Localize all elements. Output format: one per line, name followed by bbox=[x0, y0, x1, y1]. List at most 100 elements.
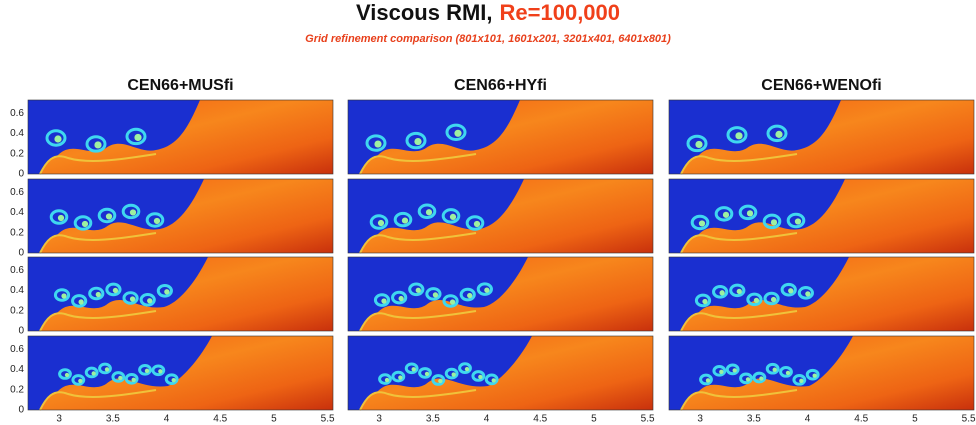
y-tick-label: 0.6 bbox=[10, 187, 24, 198]
vortex-core bbox=[78, 379, 82, 383]
x-tick-label: 3.5 bbox=[747, 414, 761, 425]
y-tick-label: 0.2 bbox=[10, 305, 24, 316]
y-tick-label: 0.6 bbox=[10, 265, 24, 276]
panel bbox=[669, 257, 974, 331]
vortex-core bbox=[450, 299, 455, 304]
vortex-core bbox=[385, 378, 389, 382]
vortex-core bbox=[438, 379, 442, 383]
x-tick-label: 4.5 bbox=[213, 414, 227, 425]
vortex-core bbox=[92, 371, 96, 375]
vortex-core bbox=[788, 288, 793, 293]
vortex-core bbox=[58, 215, 64, 221]
vortex-core bbox=[735, 132, 742, 139]
x-tick-label: 5 bbox=[271, 414, 277, 425]
panel bbox=[28, 100, 333, 174]
y-tick-label: 0.2 bbox=[10, 384, 24, 395]
vortex-core bbox=[402, 217, 408, 223]
vortex-core bbox=[465, 367, 469, 371]
vortex-core bbox=[145, 369, 149, 373]
x-tick-label: 4 bbox=[805, 414, 811, 425]
vortex-core bbox=[398, 375, 402, 379]
vortex-core bbox=[484, 287, 489, 292]
vortex-core bbox=[695, 141, 702, 148]
panel bbox=[28, 257, 333, 331]
vortex-core bbox=[378, 220, 384, 226]
vortex-core bbox=[414, 138, 421, 145]
vortex-core bbox=[737, 289, 742, 294]
panel bbox=[669, 179, 974, 253]
vortex-core bbox=[720, 290, 725, 295]
vortex-core bbox=[699, 220, 705, 226]
y-tick-label: 0.4 bbox=[10, 128, 24, 139]
vortex-core bbox=[813, 373, 817, 377]
panel bbox=[28, 179, 333, 253]
x-tick-label: 5.5 bbox=[321, 414, 335, 425]
x-tick-label: 3.5 bbox=[106, 414, 120, 425]
vortex-core bbox=[158, 369, 162, 373]
x-tick-label: 5.5 bbox=[962, 414, 976, 425]
title-highlight: Re=100,000 bbox=[500, 0, 621, 25]
vortex-core bbox=[754, 298, 759, 303]
vortex-core bbox=[771, 297, 776, 302]
vortex-core bbox=[118, 376, 122, 380]
vortex-core bbox=[452, 372, 456, 376]
x-tick-label: 3 bbox=[697, 414, 703, 425]
vortex-core bbox=[747, 210, 753, 216]
x-tick-label: 5 bbox=[912, 414, 918, 425]
vortex-core bbox=[106, 213, 112, 219]
panel bbox=[348, 179, 653, 253]
vortex-core bbox=[130, 209, 136, 215]
vortex-core bbox=[425, 372, 429, 376]
vortex-core bbox=[61, 293, 66, 298]
vortex-core bbox=[426, 209, 432, 215]
y-tick-label: 0.6 bbox=[10, 344, 24, 355]
vortex-core bbox=[454, 130, 461, 137]
vortex-core bbox=[799, 379, 803, 383]
vortex-core bbox=[164, 289, 169, 294]
vortex-core bbox=[147, 298, 152, 303]
y-tick-label: 0.4 bbox=[10, 364, 24, 375]
vortex-core bbox=[96, 292, 101, 297]
y-tick-label: 0.4 bbox=[10, 285, 24, 296]
vortex-core bbox=[786, 371, 790, 375]
vortex-core bbox=[773, 368, 777, 372]
vortex-core bbox=[105, 367, 109, 371]
vortex-core bbox=[433, 292, 438, 297]
vortex-core bbox=[399, 296, 404, 301]
vortex-core bbox=[746, 377, 750, 381]
column-title: CEN66+HYfi bbox=[454, 77, 547, 94]
vortex-core bbox=[154, 218, 160, 224]
vortex-core bbox=[416, 288, 421, 293]
panel bbox=[348, 336, 653, 410]
vortex-core bbox=[94, 141, 101, 148]
vortex-core bbox=[113, 288, 118, 293]
panel bbox=[348, 257, 653, 331]
vortex-core bbox=[492, 378, 496, 382]
subtitle: Grid refinement comparison (801x101, 160… bbox=[305, 33, 671, 45]
vortex-core bbox=[775, 131, 782, 138]
y-tick-label: 0 bbox=[18, 248, 24, 259]
vortex-core bbox=[134, 134, 141, 141]
vortex-core bbox=[759, 376, 763, 380]
vortex-core bbox=[65, 373, 69, 377]
vortex-core bbox=[474, 221, 480, 227]
vortex-core bbox=[381, 298, 386, 303]
vortex-core bbox=[172, 378, 176, 382]
y-tick-label: 0.2 bbox=[10, 227, 24, 238]
vortex-core bbox=[130, 296, 135, 301]
x-tick-label: 4.5 bbox=[533, 414, 547, 425]
vortex-core bbox=[706, 378, 710, 382]
vortex-core bbox=[132, 378, 136, 382]
vortex-core bbox=[702, 299, 707, 304]
vortex-core bbox=[771, 219, 777, 225]
vortex-core bbox=[795, 218, 801, 224]
y-tick-label: 0 bbox=[18, 169, 24, 180]
title: Viscous RMI,Re=100,000 bbox=[356, 0, 620, 25]
vortex-core bbox=[54, 135, 61, 142]
vortex-core bbox=[374, 140, 381, 147]
x-tick-label: 5.5 bbox=[641, 414, 655, 425]
panel bbox=[669, 336, 974, 410]
column-title: CEN66+WENOfi bbox=[761, 77, 881, 94]
y-tick-label: 0.2 bbox=[10, 148, 24, 159]
vortex-core bbox=[450, 214, 456, 220]
